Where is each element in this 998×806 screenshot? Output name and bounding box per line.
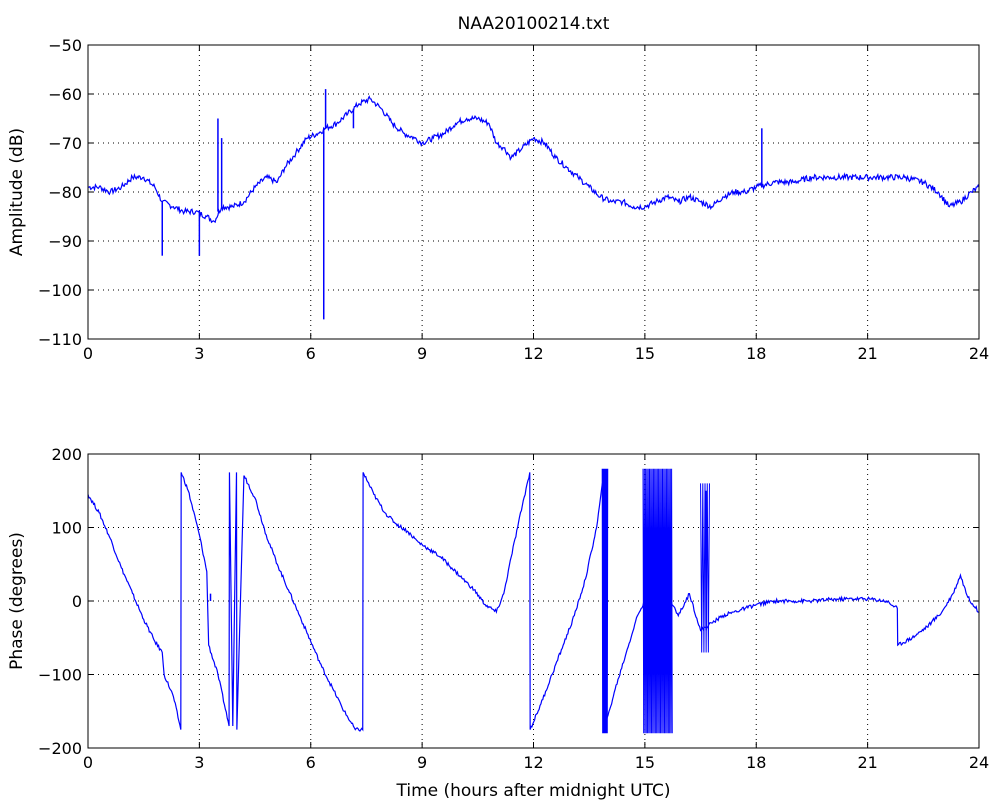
y-tick-label: −60: [48, 85, 82, 104]
oscillation-band: [700, 483, 710, 653]
y-tick-label: −100: [38, 666, 82, 685]
data-series-line: [88, 472, 979, 732]
oscillation-band: [601, 468, 609, 734]
x-tick-label: 0: [83, 753, 93, 772]
x-tick-label: 3: [194, 344, 204, 363]
x-tick-label: 24: [969, 753, 989, 772]
y-tick-label: 100: [51, 519, 82, 538]
y-tick-label: 0: [72, 592, 82, 611]
y-tick-label: −70: [48, 134, 82, 153]
x-tick-label: 15: [635, 344, 655, 363]
x-tick-label: 9: [417, 753, 427, 772]
y-tick-label: −200: [38, 739, 82, 758]
data-layer: [88, 468, 979, 734]
x-tick-label: 12: [523, 753, 543, 772]
x-tick-label: 24: [969, 344, 989, 363]
x-tick-label: 18: [746, 753, 766, 772]
y-tick-label: −100: [38, 281, 82, 300]
x-tick-label: 15: [635, 753, 655, 772]
x-tick-label: 3: [194, 753, 204, 772]
y-axis-label: Amplitude (dB): [7, 128, 27, 256]
x-tick-label: 21: [857, 344, 877, 363]
y-tick-label: 200: [51, 445, 82, 464]
y-axis-label: Phase (degrees): [7, 532, 27, 670]
data-layer: [88, 89, 979, 320]
amplitude-panel: 0 3 6 9 12 15 18 21 24 −110 −100 −90 −80 −70 −60 −50 NAA…: [7, 14, 989, 363]
data-series-line: [88, 95, 979, 224]
y-tick-label: −110: [38, 330, 82, 349]
x-tick-label: 6: [306, 344, 316, 363]
x-tick-label: 0: [83, 344, 93, 363]
x-tick-label: 21: [857, 753, 877, 772]
x-tick-label: 9: [417, 344, 427, 363]
chart-title: NAA20100214.txt: [458, 14, 610, 34]
y-tick-label: −80: [48, 183, 82, 202]
y-tick-label: −50: [48, 36, 82, 55]
x-tick-label: 6: [306, 753, 316, 772]
x-tick-label: 12: [523, 344, 543, 363]
y-tick-label: −90: [48, 232, 82, 251]
oscillation-band: [642, 468, 673, 734]
x-tick-label: 18: [746, 344, 766, 363]
x-axis-label: Time (hours after midnight UTC): [395, 781, 670, 801]
phase-panel: 0 3 6 9 12 15 18 21 24 −200 −100 0 100 200 Time (hours…: [7, 445, 989, 801]
